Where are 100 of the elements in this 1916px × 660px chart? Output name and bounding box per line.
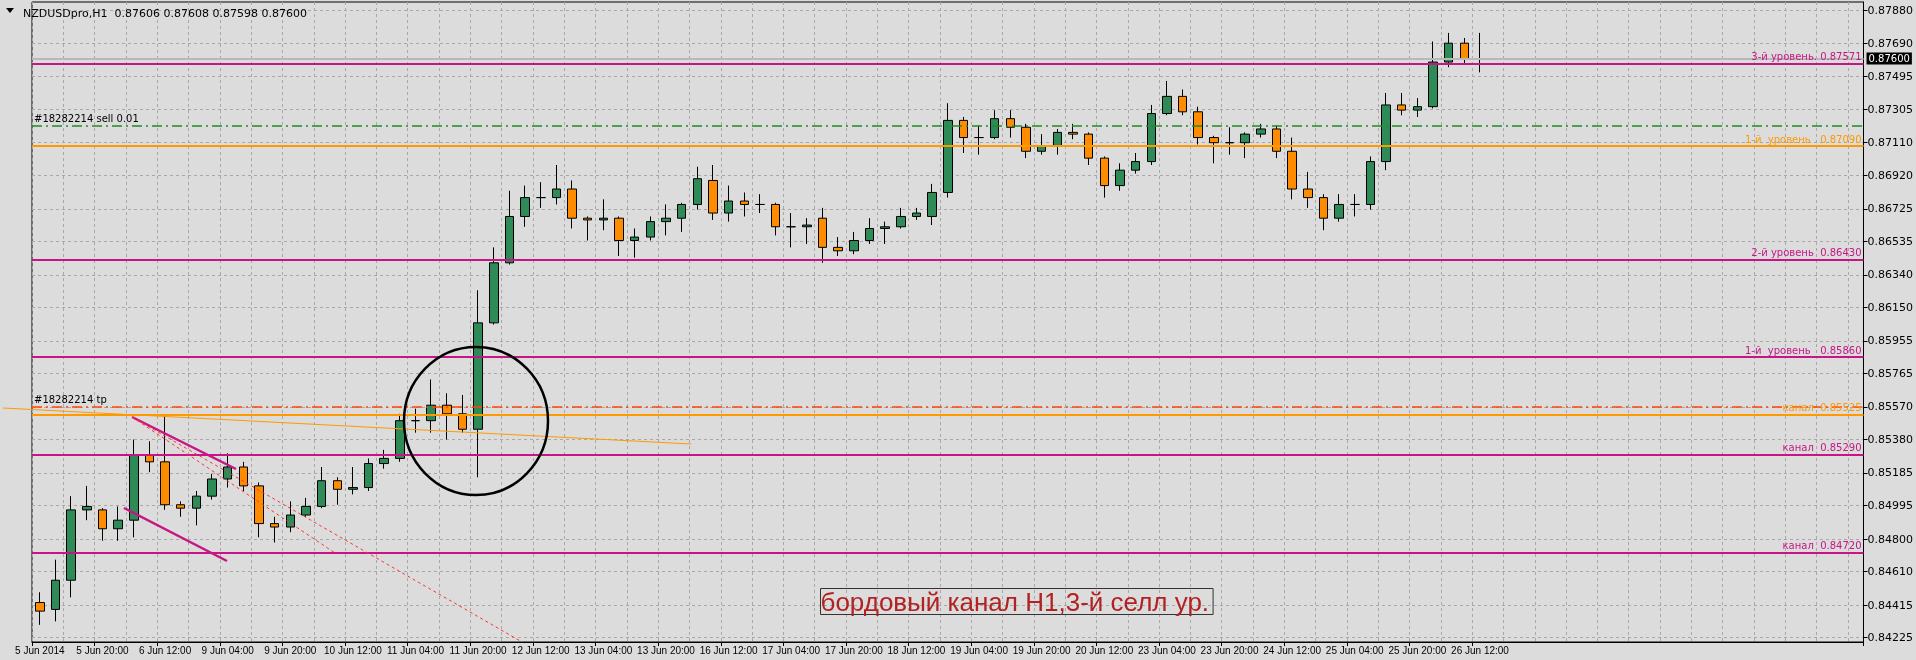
x-tick-label: 6 Jun 12:00 xyxy=(138,644,192,656)
candlestick xyxy=(1303,171,1313,209)
candlestick xyxy=(1193,106,1203,145)
y-tick-label: 0.85570 xyxy=(1867,400,1914,414)
candlestick xyxy=(348,466,358,495)
candlestick xyxy=(1006,109,1015,139)
candlestick xyxy=(66,495,76,598)
candlestick xyxy=(583,215,592,241)
y-tick-label: 0.86150 xyxy=(1867,300,1914,314)
ref-line-label: канал 0.85290 xyxy=(1782,442,1862,454)
y-tick-label: 0.87305 xyxy=(1867,102,1914,116)
x-tick-label: 17 Jun 20:00 xyxy=(824,644,884,656)
candlestick xyxy=(176,500,185,518)
x-tick-label: 19 Jun 04:00 xyxy=(950,644,1009,656)
candlestick xyxy=(1272,125,1281,159)
candlestick xyxy=(129,439,139,538)
candlestick xyxy=(974,125,984,156)
candlestick xyxy=(1162,80,1172,116)
y-tick-label: 0.87880 xyxy=(1867,4,1914,18)
candlestick xyxy=(411,408,420,434)
text: NZDUSDpro,H1 0.87606 0.87608 0.87598 0.87600 xyxy=(23,7,307,20)
ref-line-label: #18282214 sell 0.01 xyxy=(34,113,139,125)
candlestick xyxy=(1115,162,1125,192)
candlestick xyxy=(1084,131,1093,166)
candlestick xyxy=(802,217,812,245)
candlestick xyxy=(708,164,718,221)
ref-line-label: 1-й уровень 0.85860 xyxy=(1744,344,1862,356)
candlestick xyxy=(1350,193,1360,217)
candlestick xyxy=(145,440,154,473)
candlestick xyxy=(160,415,170,511)
candlestick xyxy=(912,207,921,221)
candlestick xyxy=(1287,137,1297,200)
y-tick-label: 0.84800 xyxy=(1867,532,1914,546)
annotation: бордовый канал H1,3-й селл ур. xyxy=(820,586,1210,617)
candlestick xyxy=(1147,104,1156,166)
candlestick xyxy=(505,190,514,266)
candlestick xyxy=(113,505,123,542)
candlestick xyxy=(599,198,608,231)
candlestick xyxy=(1428,40,1438,109)
x-tick-label: 11 Jun 20:00 xyxy=(449,644,508,656)
candlestick xyxy=(1460,37,1469,65)
candlestick xyxy=(552,164,561,205)
candlestick xyxy=(1256,123,1266,139)
x-tick-label: 13 Jun 20:00 xyxy=(637,644,696,656)
candlestick xyxy=(98,507,107,542)
candlestick xyxy=(630,227,639,259)
candlestick xyxy=(1381,92,1391,171)
ref-line-label: канал 0.84720 xyxy=(1782,540,1862,552)
candlestick xyxy=(849,231,859,255)
y-tick-label: 0.86725 xyxy=(1867,202,1914,216)
candlestick xyxy=(254,481,264,538)
candlestick xyxy=(614,215,624,257)
x-tick-label: 19 Jun 20:00 xyxy=(1012,644,1072,656)
x-tick-label: 5 Jun 2014 xyxy=(15,644,65,656)
y-tick-label: 0.86340 xyxy=(1867,268,1914,282)
candlestick xyxy=(1209,135,1219,164)
ref-line-label: 2-й уровень 0.86430 xyxy=(1751,246,1862,258)
y-tick-label: 0.85955 xyxy=(1867,334,1914,348)
y-tick-label: 0.84610 xyxy=(1867,565,1914,579)
candlestick xyxy=(1225,126,1234,156)
candlestick xyxy=(990,109,999,140)
candlestick xyxy=(82,485,92,521)
candlestick xyxy=(927,183,937,226)
x-tick-label: 10 Jun 12:00 xyxy=(323,644,383,656)
candlestick xyxy=(755,193,765,214)
x-tick-label: 23 Jun 20:00 xyxy=(1200,644,1259,656)
y-tick-label: 0.86535 xyxy=(1867,234,1914,248)
candlestick xyxy=(833,236,843,257)
candlestick xyxy=(1366,155,1375,211)
y-tick-label: 0.85765 xyxy=(1867,366,1914,380)
candlestick xyxy=(1334,193,1344,223)
candlestick xyxy=(239,461,248,492)
x-tick-label: 18 Jun 12:00 xyxy=(887,644,946,656)
x-tick-label: 5 Jun 20:00 xyxy=(76,644,130,656)
candlestick xyxy=(1100,155,1109,199)
ref-line-label: #18282214 tp xyxy=(34,394,107,406)
candlestick xyxy=(1240,131,1250,159)
candlestick xyxy=(51,559,60,622)
x-tick-label: 25 Jun 20:00 xyxy=(1388,644,1447,656)
candlestick xyxy=(1319,193,1328,231)
candlestick xyxy=(959,116,968,154)
candlestick xyxy=(1444,32,1453,68)
candlestick xyxy=(364,457,373,492)
candlestick xyxy=(536,181,546,209)
x-tick-label: 13 Jun 04:00 xyxy=(574,644,633,656)
candlestick xyxy=(771,202,780,236)
x-tick-label: 16 Jun 12:00 xyxy=(699,644,758,656)
x-tick-label: 9 Jun 20:00 xyxy=(264,644,317,656)
candlestick xyxy=(1397,92,1406,116)
x-tick-label: 11 Jun 04:00 xyxy=(386,644,445,656)
candlestick xyxy=(880,221,890,245)
x-tick-label: 23 Jun 04:00 xyxy=(1138,644,1197,656)
candlestick xyxy=(192,490,201,526)
y-tick-label: 0.85380 xyxy=(1867,433,1914,447)
y-tick-label: 0.85185 xyxy=(1867,466,1914,480)
x-tick-label: 9 Jun 04:00 xyxy=(201,644,255,656)
candlestick xyxy=(207,473,217,501)
candlestick xyxy=(286,500,295,533)
candlestick xyxy=(270,516,279,543)
candlestick xyxy=(693,166,702,211)
